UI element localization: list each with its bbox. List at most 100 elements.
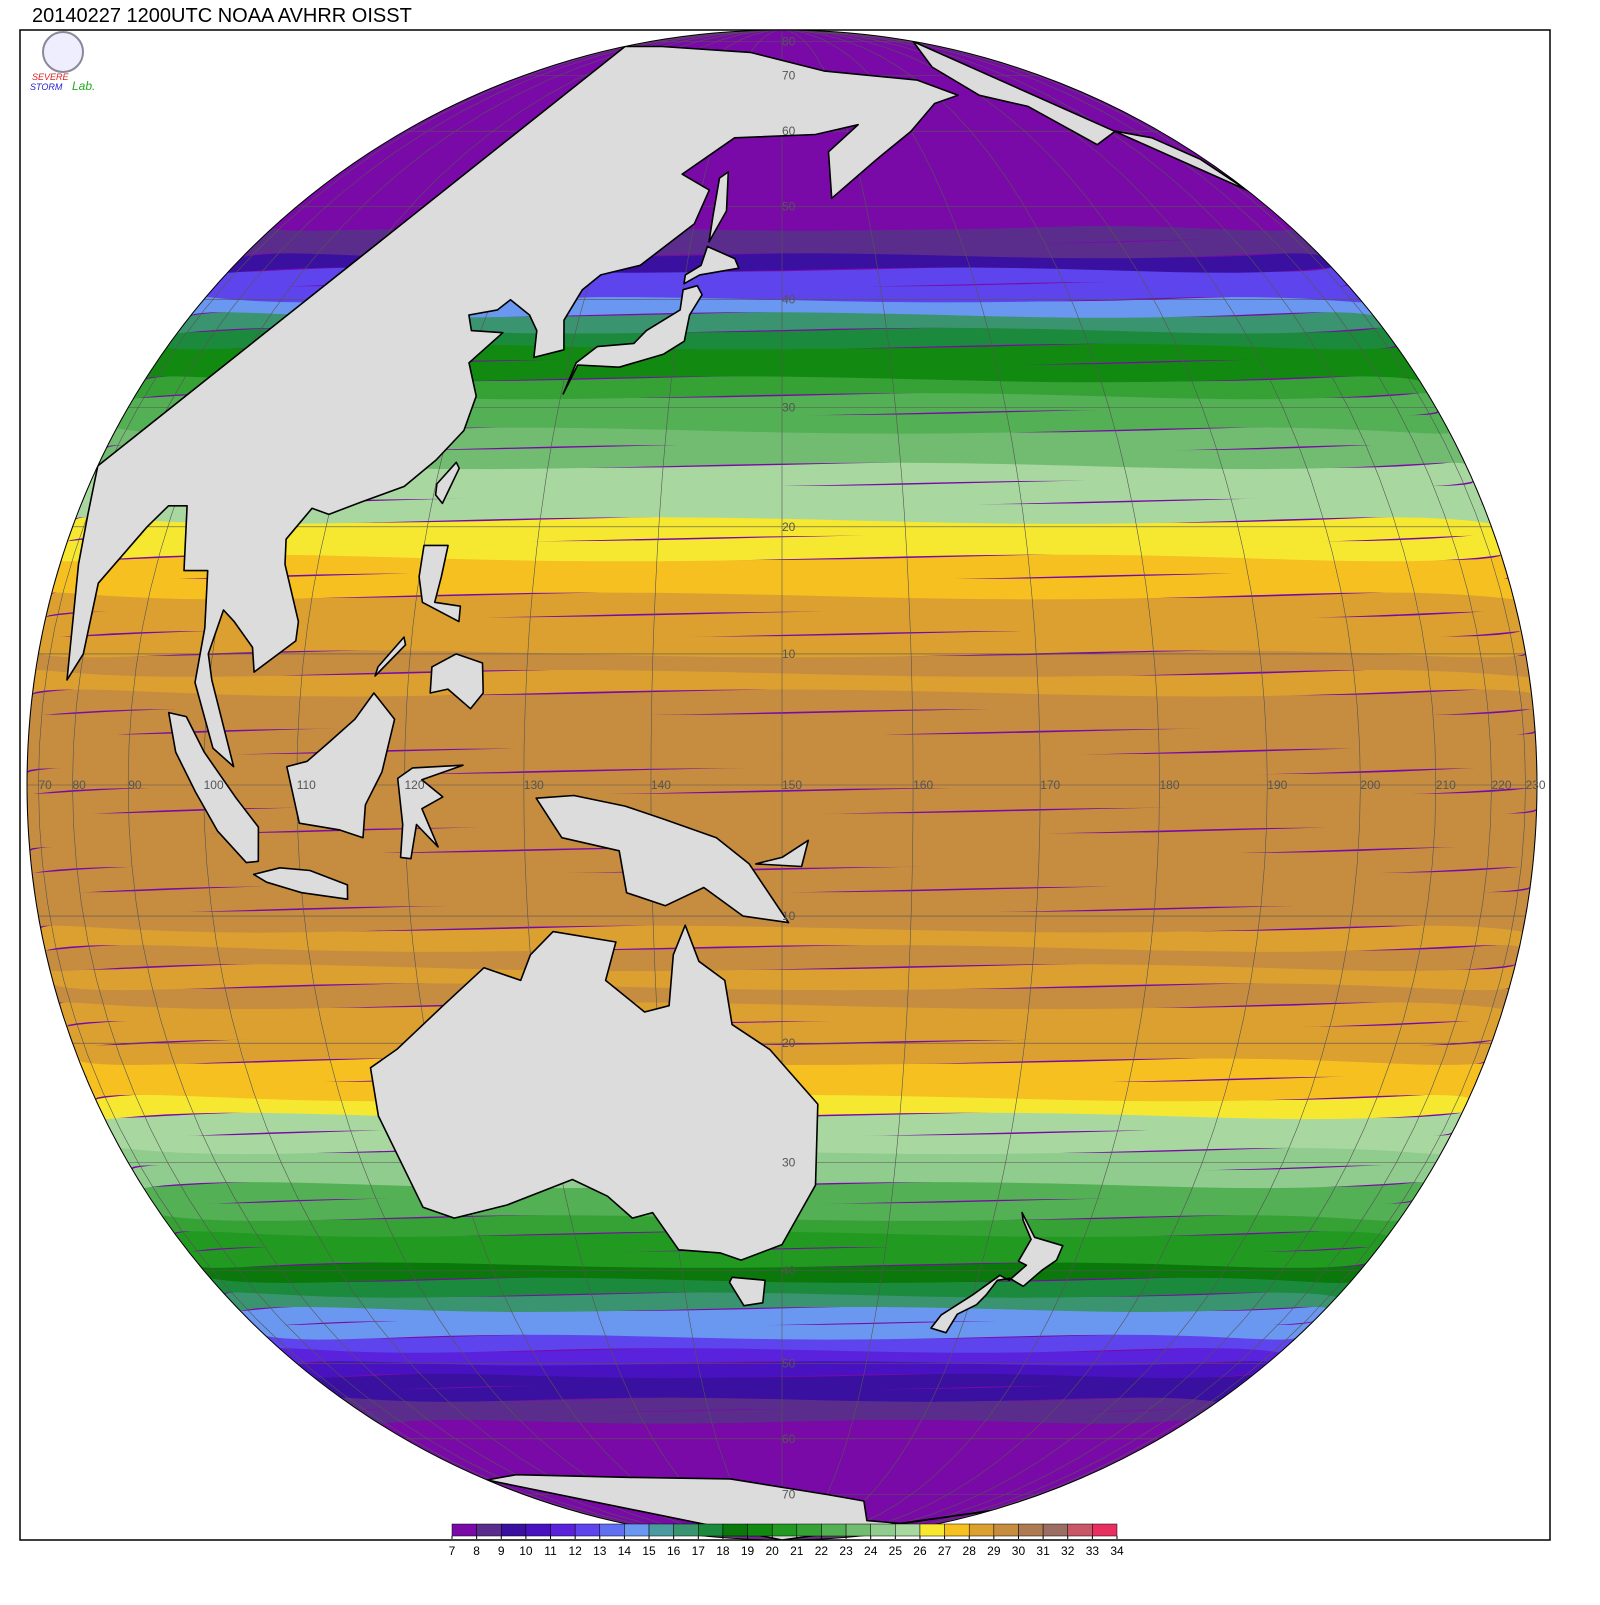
colorbar-label: 11 xyxy=(544,1544,557,1558)
colorbar-label: 14 xyxy=(618,1544,632,1558)
sst-band xyxy=(323,1385,1236,1402)
colorbar-label: 33 xyxy=(1086,1544,1100,1558)
meridian-label: 230 xyxy=(1526,778,1546,792)
parallel-label: 20 xyxy=(782,520,796,534)
land xyxy=(66,45,959,768)
sst-band xyxy=(51,572,1514,600)
logo-emblem xyxy=(42,31,84,73)
sst-band xyxy=(638,39,927,45)
parallel-label: 30 xyxy=(782,1156,796,1170)
land xyxy=(535,794,790,924)
parallel-label: 40 xyxy=(782,1263,796,1277)
land xyxy=(708,171,730,243)
parallel-label: 70 xyxy=(782,69,796,83)
sst-band xyxy=(209,1276,1351,1298)
parallel-label: 60 xyxy=(782,1432,796,1446)
sst-band xyxy=(459,1467,1102,1479)
logo: SEVERE STORM Lab. xyxy=(30,31,95,93)
meridian-label: 210 xyxy=(1436,778,1456,792)
colorbar-swatch xyxy=(574,1523,601,1537)
colorbar-label: 34 xyxy=(1110,1544,1124,1558)
colorbar-swatch xyxy=(747,1523,773,1537)
parallel-label: 60 xyxy=(782,124,796,138)
sst-band xyxy=(83,479,1483,506)
colorbar-swatch xyxy=(821,1523,847,1537)
colorbar-label: 25 xyxy=(889,1544,903,1558)
colorbar-swatch xyxy=(895,1523,921,1537)
colorbar-swatch xyxy=(624,1523,650,1537)
land xyxy=(285,692,396,839)
colorbar-label: 16 xyxy=(667,1544,681,1558)
land xyxy=(683,245,740,285)
meridian-label: 170 xyxy=(1040,778,1060,792)
colorbar-label: 13 xyxy=(593,1544,607,1558)
title: 20140227 1200UTC NOAA AVHRR OISST xyxy=(32,5,412,27)
parallel-label: 10 xyxy=(782,909,796,923)
colorbar-label: 30 xyxy=(1012,1544,1026,1558)
sst-band xyxy=(263,1333,1296,1353)
meridian-label: 180 xyxy=(1160,778,1180,792)
colorbar-label: 7 xyxy=(449,1544,456,1558)
meridian-label: 120 xyxy=(405,778,425,792)
land xyxy=(374,636,407,677)
colorbar-swatch xyxy=(476,1523,502,1537)
land xyxy=(418,544,462,623)
colorbar-swatch xyxy=(1042,1523,1068,1537)
land xyxy=(562,284,703,395)
land xyxy=(486,1473,991,1540)
globe xyxy=(27,30,1537,1540)
land xyxy=(369,924,819,1261)
colorbar-label: 20 xyxy=(766,1544,780,1558)
colorbar-swatch xyxy=(771,1523,798,1537)
colorbar-swatch xyxy=(599,1523,625,1537)
logo-text: SEVERE xyxy=(32,72,70,82)
colorbar-swatch xyxy=(796,1523,822,1537)
colorbar-swatch xyxy=(451,1523,477,1537)
parallel-label: 80 xyxy=(782,35,796,49)
meridian-label: 200 xyxy=(1360,778,1380,792)
meridian-label: 150 xyxy=(782,778,802,792)
colorbar-swatch xyxy=(501,1523,527,1537)
parallel-label: 10 xyxy=(782,647,796,661)
colorbar-swatch xyxy=(1092,1523,1118,1537)
parallel-label: 70 xyxy=(782,1488,796,1502)
sst-band xyxy=(621,43,949,49)
graticule-labels: 70 80 90 100 110 120 130 140 150 160 170 180 190 200 2… xyxy=(39,35,1546,1502)
colorbar-label: 28 xyxy=(963,1544,977,1558)
colorbar-swatch xyxy=(870,1523,896,1537)
parallel-label: 20 xyxy=(782,1036,796,1050)
colorbar-swatch xyxy=(944,1523,970,1537)
sst-band xyxy=(407,1439,1153,1454)
meridian-label: 110 xyxy=(297,778,316,792)
colorbar-label: 15 xyxy=(642,1544,656,1558)
colorbar-label: 10 xyxy=(519,1544,533,1558)
meridian-label: 90 xyxy=(128,778,142,792)
parallel-label: 50 xyxy=(782,1356,796,1370)
parallel-label: 40 xyxy=(782,293,796,307)
colorbar-swatch xyxy=(698,1523,724,1537)
colorbar-label: 17 xyxy=(692,1544,706,1558)
colorbar: 7 8 9 10 11 12 13 14 15 16 17 18 19 20 21 22 23 24 25 26 27 2… xyxy=(449,1523,1124,1558)
colorbar-label: 18 xyxy=(716,1544,730,1558)
colorbar-label: 12 xyxy=(568,1544,582,1558)
land xyxy=(434,461,461,505)
land xyxy=(167,711,260,864)
meridian-label: 220 xyxy=(1492,778,1512,792)
sst-band xyxy=(311,1372,1255,1391)
globe-edge xyxy=(26,29,1538,1541)
colorbar-swatch xyxy=(525,1523,551,1537)
land xyxy=(754,839,810,868)
meridian-label: 100 xyxy=(204,778,224,792)
meridian-label: 140 xyxy=(651,778,671,792)
colorbar-label: 24 xyxy=(864,1544,878,1558)
parallel-label: 30 xyxy=(782,401,796,415)
land xyxy=(429,653,485,710)
colorbar-swatch xyxy=(722,1523,748,1537)
meridian-label: 160 xyxy=(913,778,933,792)
sst-band xyxy=(280,1347,1282,1366)
land xyxy=(252,866,349,901)
colorbar-label: 19 xyxy=(741,1544,755,1558)
colorbar-swatch xyxy=(993,1523,1019,1537)
colorbar-label: 31 xyxy=(1036,1544,1050,1558)
